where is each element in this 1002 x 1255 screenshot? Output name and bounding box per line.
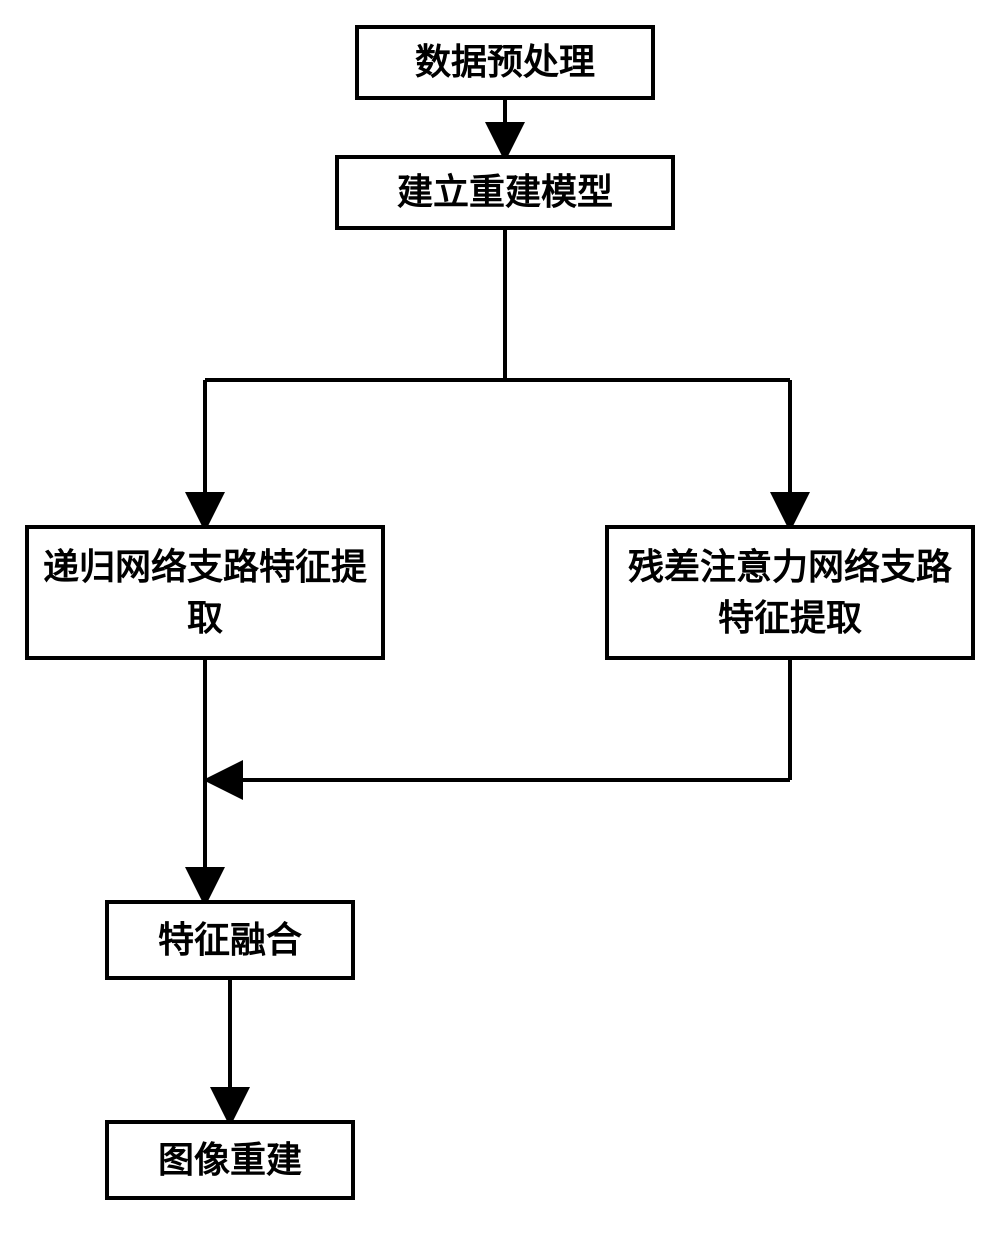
node-data-preprocessing: 数据预处理 [355,25,655,100]
node-label: 图像重建 [158,1135,302,1185]
node-residual-attention-branch-feature-extraction: 残差注意力网络支路特征提取 [605,525,975,660]
node-label: 递归网络支路特征提取 [37,542,373,643]
node-image-reconstruction: 图像重建 [105,1120,355,1200]
node-feature-fusion: 特征融合 [105,900,355,980]
node-label: 数据预处理 [415,37,595,87]
node-build-reconstruction-model: 建立重建模型 [335,155,675,230]
node-recursive-branch-feature-extraction: 递归网络支路特征提取 [25,525,385,660]
node-label: 残差注意力网络支路特征提取 [617,542,963,643]
node-label: 特征融合 [158,915,302,965]
node-label: 建立重建模型 [397,167,613,217]
flowchart-canvas: 数据预处理 建立重建模型 递归网络支路特征提取 残差注意力网络支路特征提取 特征… [0,0,1002,1255]
